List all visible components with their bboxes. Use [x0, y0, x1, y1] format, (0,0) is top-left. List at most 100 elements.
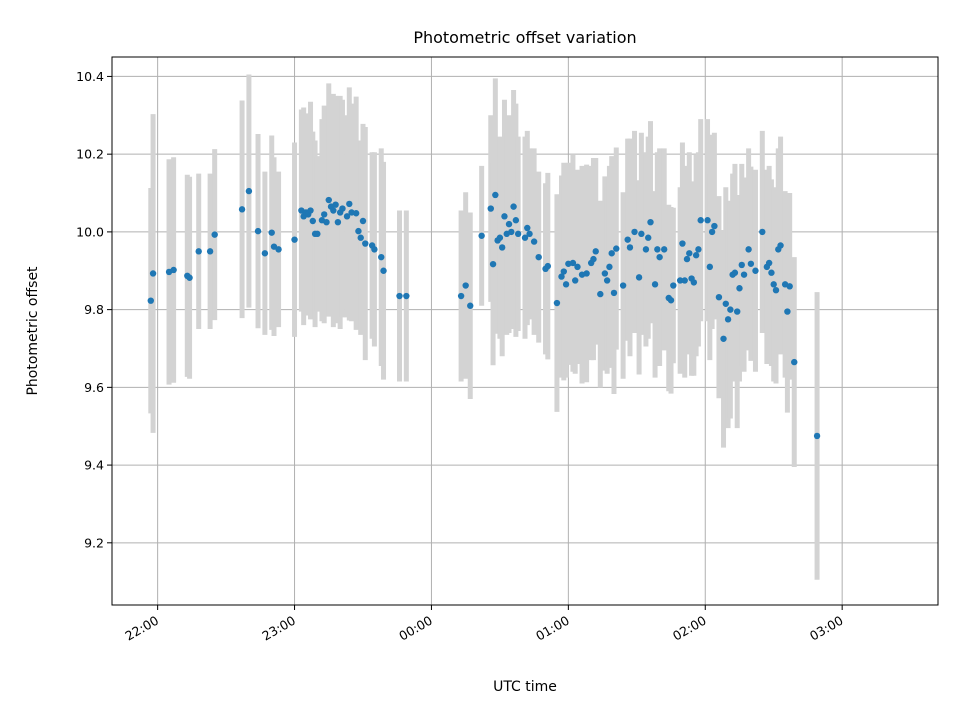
data-point	[631, 228, 638, 236]
data-point	[521, 234, 529, 241]
data-point	[403, 292, 410, 300]
data-point	[727, 306, 734, 313]
data-point	[683, 255, 691, 263]
data-point	[314, 230, 321, 238]
data-point	[526, 230, 533, 238]
y-tick-label: 9.8	[84, 302, 104, 317]
data-point	[626, 244, 634, 251]
data-point	[734, 308, 741, 315]
data-point	[770, 281, 777, 288]
data-point	[692, 252, 700, 259]
data-point	[149, 270, 157, 277]
data-point	[553, 299, 561, 307]
data-point	[667, 297, 675, 304]
data-point	[765, 259, 773, 267]
data-point	[323, 218, 330, 226]
y-tick-label: 9.2	[84, 535, 104, 550]
data-point	[574, 263, 581, 271]
data-point	[371, 246, 378, 253]
data-point	[706, 263, 714, 271]
data-point	[654, 246, 661, 253]
data-point	[608, 250, 615, 257]
data-point	[291, 236, 298, 243]
data-point	[697, 217, 704, 224]
x-axis-label: UTC time	[493, 679, 557, 695]
data-point	[681, 277, 688, 284]
data-point	[487, 205, 494, 212]
data-point	[396, 292, 403, 300]
data-point	[457, 292, 465, 300]
data-points	[147, 187, 821, 440]
data-point	[603, 277, 611, 284]
data-point	[720, 335, 727, 342]
data-point	[307, 207, 314, 214]
data-point	[759, 228, 766, 236]
data-point	[736, 285, 743, 292]
data-point	[740, 271, 748, 278]
data-point	[708, 228, 716, 236]
data-point	[638, 230, 645, 238]
data-point	[535, 253, 542, 261]
data-point	[508, 228, 515, 236]
data-point	[724, 316, 732, 323]
data-point	[245, 187, 253, 195]
y-tick-label: 9.6	[84, 380, 104, 395]
data-point	[359, 217, 367, 225]
data-point	[498, 244, 506, 251]
data-point	[352, 210, 360, 217]
data-point	[501, 213, 508, 220]
data-point	[562, 281, 570, 288]
data-point	[738, 261, 745, 269]
y-tick-label: 9.4	[84, 458, 104, 473]
data-point	[309, 217, 316, 225]
data-point	[325, 196, 332, 204]
data-point	[378, 253, 385, 261]
data-point	[558, 273, 565, 280]
data-point	[524, 224, 531, 232]
data-point	[206, 248, 214, 255]
data-point	[505, 220, 513, 228]
data-point	[686, 250, 693, 257]
data-point	[722, 300, 729, 307]
data-point	[330, 207, 337, 214]
data-point	[784, 308, 791, 315]
data-point	[592, 248, 599, 255]
data-point	[275, 246, 282, 253]
data-point	[261, 250, 269, 257]
data-point	[731, 269, 739, 276]
data-point	[544, 262, 552, 270]
data-point	[690, 279, 698, 286]
data-point	[334, 218, 342, 226]
data-point	[786, 283, 793, 290]
data-point	[346, 200, 353, 208]
data-point	[343, 213, 351, 220]
data-point	[512, 217, 520, 224]
data-point	[651, 281, 659, 288]
y-tick-label: 10.2	[76, 147, 104, 162]
data-point	[670, 282, 677, 289]
data-point	[752, 267, 759, 274]
data-point	[211, 231, 218, 238]
data-point	[656, 253, 663, 261]
data-point	[321, 211, 328, 218]
data-point	[530, 238, 538, 245]
data-point	[660, 246, 668, 253]
data-point	[492, 191, 499, 199]
data-point	[642, 246, 650, 253]
data-point	[715, 293, 723, 301]
data-point	[357, 234, 364, 241]
data-point	[695, 246, 702, 253]
data-point	[355, 227, 362, 235]
data-point	[679, 240, 686, 247]
data-point	[560, 268, 567, 275]
data-point	[601, 270, 609, 277]
data-point	[514, 230, 522, 238]
data-point	[635, 274, 643, 281]
data-point	[467, 302, 474, 309]
data-point	[362, 240, 369, 247]
data-point	[583, 270, 590, 277]
data-point	[613, 245, 620, 252]
y-axis-ticks: 9.2 9.4 9.6 9.8 10.0 10.2 10.4	[76, 69, 112, 550]
